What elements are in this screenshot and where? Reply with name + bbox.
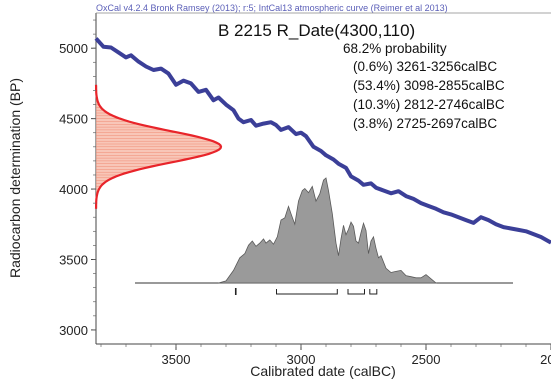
probability-range-label: (10.3%) 2812-2746calBC — [353, 97, 505, 112]
x-axis-title: Calibrated date (calBC) — [250, 363, 396, 379]
range-bar — [347, 289, 365, 295]
range-bar — [369, 289, 378, 295]
chart-title: B 2215 R_Date(4300,110) — [218, 21, 415, 40]
x-tick-label: 3500 — [162, 352, 191, 367]
x-axis-ticks: 3500 3000 2500 200 — [100, 344, 551, 367]
probability-range-labels: (0.6%) 3261-3256calBC (53.4%) 3098-2855ca… — [353, 59, 505, 131]
y-tick-label: 3000 — [59, 323, 88, 338]
radiocarbon-outline — [94, 84, 223, 209]
y-tick-label: 5000 — [59, 41, 88, 56]
y-tick-label: 4500 — [59, 112, 88, 127]
x-tick-label: 3000 — [287, 352, 316, 367]
probability-range-label: (0.6%) 3261-3256calBC — [353, 59, 497, 74]
range-bar — [276, 289, 338, 295]
probability-range-bars — [234, 288, 378, 295]
probability-range-label: (3.8%) 2725-2697calBC — [353, 116, 497, 131]
probability-range-label: (53.4%) 3098-2855calBC — [353, 78, 505, 93]
y-tick-label: 3500 — [59, 252, 88, 267]
probability-header: 68.2% probability — [343, 41, 447, 56]
software-note: OxCal v4.2.4 Bronk Ramsey (2013); r:5; I… — [96, 3, 448, 13]
y-axis-title: Radiocarbon determination (BP) — [7, 78, 23, 278]
x-tick-label: 200 — [540, 352, 551, 367]
radiocarbon-distribution — [94, 84, 223, 209]
calibrated-distribution — [135, 177, 513, 284]
x-tick-label: 2500 — [412, 352, 441, 367]
y-axis-ticks: 3000 3500 4000 4500 5000 — [59, 19, 96, 338]
calibration-curve-line — [94, 37, 551, 245]
y-tick-label: 4000 — [59, 182, 88, 197]
calibration-curve — [94, 37, 551, 245]
posterior-area — [218, 177, 438, 284]
